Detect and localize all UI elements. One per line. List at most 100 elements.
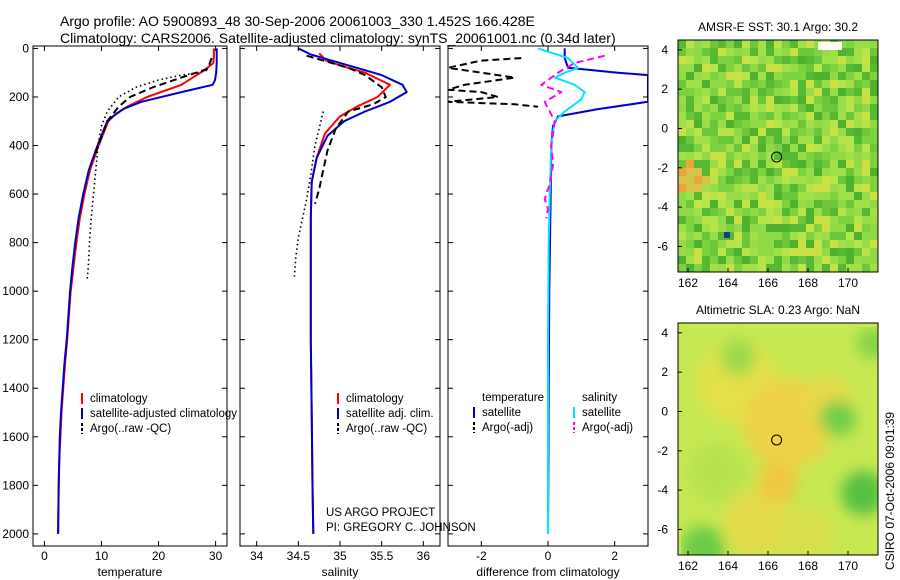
map-cell	[830, 120, 838, 128]
map-cell	[870, 176, 878, 184]
map-cell	[790, 56, 798, 64]
x-tick-label: -2	[476, 549, 487, 563]
map-cell	[806, 192, 814, 200]
map-cell	[854, 200, 862, 208]
x-axis-label: temperature	[98, 565, 163, 579]
map-cell	[806, 168, 814, 176]
map-cell	[750, 248, 758, 256]
map-cell	[742, 248, 750, 256]
map-cell	[758, 96, 766, 104]
map-cell	[870, 56, 878, 64]
map-cell	[838, 208, 846, 216]
map-cell	[694, 176, 702, 184]
map-cell	[846, 104, 854, 112]
map-cell	[678, 40, 686, 48]
map-cell	[734, 216, 742, 224]
map-cell	[830, 176, 838, 184]
map-cell	[774, 240, 782, 248]
map-cell	[854, 144, 862, 152]
map-cell	[758, 120, 766, 128]
map-cell	[798, 40, 806, 48]
map-cell	[830, 48, 838, 56]
map-cell	[734, 88, 742, 96]
map-cell	[726, 96, 734, 104]
map-cell	[822, 200, 830, 208]
map-cell	[806, 136, 814, 144]
map-cell	[838, 248, 846, 256]
map-cell	[734, 256, 742, 264]
map-blob	[857, 327, 878, 359]
map-cell	[710, 104, 718, 112]
map-cell	[806, 208, 814, 216]
map-cell	[798, 120, 806, 128]
map-cell	[710, 96, 718, 104]
map-cell	[790, 240, 798, 248]
map-cell	[766, 192, 774, 200]
map-cell	[774, 128, 782, 136]
map-x-tick-label: 164	[718, 559, 738, 573]
map-cell	[830, 112, 838, 120]
map-cell	[774, 192, 782, 200]
map-cell	[790, 120, 798, 128]
map-cell	[830, 232, 838, 240]
map-cell	[862, 224, 870, 232]
map-cell	[782, 184, 790, 192]
map-cell	[798, 208, 806, 216]
map-cell	[710, 112, 718, 120]
map-cell	[758, 144, 766, 152]
map-cell	[798, 176, 806, 184]
map-cell	[862, 80, 870, 88]
map-cell	[734, 168, 742, 176]
map-cell	[798, 200, 806, 208]
map-cell	[862, 48, 870, 56]
map-cell	[694, 168, 702, 176]
map-cell	[806, 112, 814, 120]
map-cell	[694, 224, 702, 232]
map-cell	[726, 112, 734, 120]
map-cell	[798, 232, 806, 240]
map-cell	[702, 192, 710, 200]
map-cell	[862, 64, 870, 72]
map-cell	[822, 152, 830, 160]
map-cell	[750, 80, 758, 88]
map-cell	[814, 48, 822, 56]
map-cell	[870, 144, 878, 152]
map-cell	[710, 216, 718, 224]
map-cell	[734, 120, 742, 128]
map-cell	[758, 240, 766, 248]
map-cell	[814, 128, 822, 136]
map-cell	[806, 200, 814, 208]
map-cell	[718, 40, 726, 48]
map-y-tick-label: -6	[657, 239, 668, 253]
map-cell	[694, 216, 702, 224]
map-cell	[750, 224, 758, 232]
map-cell	[822, 216, 830, 224]
map-cell	[774, 120, 782, 128]
map-cell	[814, 232, 822, 240]
map-cell	[798, 72, 806, 80]
map-cell	[838, 176, 846, 184]
map-cell	[798, 264, 806, 272]
map-cell	[782, 144, 790, 152]
legend-label: climatology	[346, 393, 404, 405]
map-cell	[710, 192, 718, 200]
map-cell	[790, 232, 798, 240]
map-cell	[710, 152, 718, 160]
map-cell	[814, 88, 822, 96]
map-cell	[838, 256, 846, 264]
map-cell	[742, 160, 750, 168]
map-cell	[702, 64, 710, 72]
map-cell	[718, 224, 726, 232]
map-cell	[806, 256, 814, 264]
map-cell	[758, 264, 766, 272]
map-cell	[774, 160, 782, 168]
map-cell	[774, 184, 782, 192]
map-cell	[726, 152, 734, 160]
x-tick-label: 10	[95, 549, 109, 563]
map-cell	[718, 192, 726, 200]
map-cell	[750, 160, 758, 168]
map-cell	[694, 264, 702, 272]
map-cell	[718, 264, 726, 272]
map-cell	[854, 56, 862, 64]
map-cell	[854, 208, 862, 216]
